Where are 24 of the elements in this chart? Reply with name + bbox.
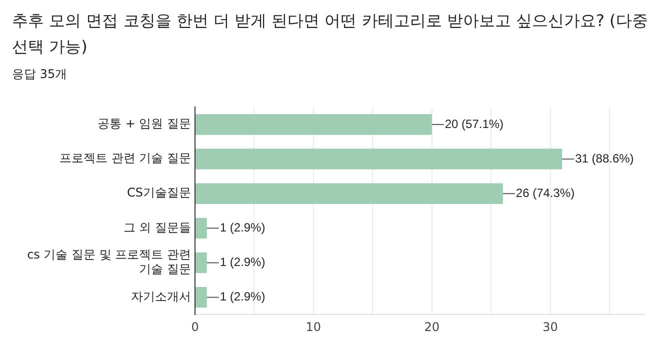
bar — [196, 218, 207, 239]
bar — [196, 252, 207, 274]
bar — [196, 183, 503, 204]
y-tick-label: 자기소개서 — [131, 289, 191, 304]
x-tick-label: 20 — [424, 320, 440, 334]
chart-title: 추후 모의 면접 코칭을 한번 더 받게 된다면 어떤 카테고리로 받아보고 싶으신가요? (다중 선택 가능) — [12, 10, 649, 58]
x-tick-label: 0 — [191, 320, 199, 334]
bar — [196, 114, 432, 135]
y-tick-label: CS기술질문 — [127, 186, 191, 200]
data-label: 1 (2.9%) — [220, 220, 266, 234]
data-label: 26 (74.3%) — [516, 186, 575, 200]
data-label: 20 (57.1%) — [444, 116, 504, 131]
y-tick-label: 프로젝트 관련 기술 질문 — [60, 151, 191, 166]
text: 응답 35개 — [12, 66, 68, 83]
y-tick-label: 공통 + 임원 질문 — [98, 116, 191, 131]
y-tick-label: cs 기술 질문 및 프로젝트 관련 기술 질문 — [27, 248, 191, 276]
bar — [196, 148, 562, 170]
data-label: 1 (2.9%) — [220, 255, 266, 270]
x-tick-label: 30 — [542, 320, 558, 334]
data-label: 31 (88.6%) — [575, 151, 634, 166]
bar — [196, 286, 207, 308]
x-tick-label: 10 — [306, 320, 322, 334]
y-tick-label: 그 외 질문들 — [123, 220, 191, 234]
data-label: 1 (2.9%) — [220, 290, 266, 304]
